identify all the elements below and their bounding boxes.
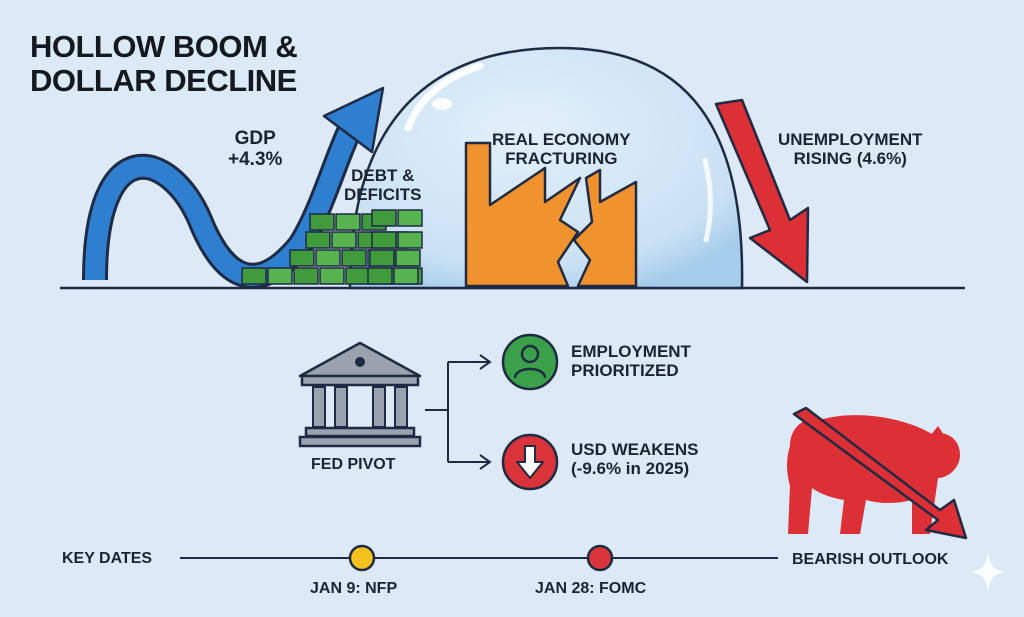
- gdp-label: GDP +4.3%: [228, 128, 283, 171]
- cash-bundle: [345, 267, 371, 285]
- cash-bundle: [371, 231, 397, 249]
- cash-bundle: [309, 213, 335, 231]
- cash-bundle: [331, 231, 357, 249]
- cash-bundle: [369, 249, 395, 267]
- cash-bundle: [289, 249, 315, 267]
- timeline-marker-nfp[interactable]: [348, 544, 376, 572]
- cash-bundle: [367, 267, 393, 285]
- down-arrow-icon: [501, 433, 559, 491]
- cash-bundle: [335, 213, 361, 231]
- cash-bundle: [319, 267, 345, 285]
- page-title: HOLLOW BOOM & DOLLAR DECLINE: [30, 29, 298, 99]
- fractured-factory-icon: [464, 141, 638, 288]
- fed-connector-arrows: [425, 354, 492, 470]
- bear-icon: [787, 406, 968, 540]
- key-dates-label: KEY DATES: [62, 550, 153, 567]
- timeline-marker-fomc[interactable]: [586, 544, 614, 572]
- person-icon: [501, 333, 559, 391]
- unemployment-label: UNEMPLOYMENT RISING (4.6%): [778, 130, 923, 169]
- cash-bundle: [293, 267, 319, 285]
- cash-bundle: [371, 209, 397, 227]
- gdp-growth-arrow: [82, 86, 385, 289]
- cash-bundle: [315, 249, 341, 267]
- cash-bundle: [393, 267, 419, 285]
- debt-cash-stacks: [241, 209, 423, 285]
- cash-bundle: [397, 231, 423, 249]
- bearish-outlook-label: BEARISH OUTLOOK: [792, 551, 949, 568]
- fed-building-icon: [298, 341, 422, 448]
- employment-prioritized-label: EMPLOYMENT PRIORITIZED: [571, 342, 691, 381]
- timeline-date-nfp: JAN 9: NFP: [310, 580, 398, 597]
- usd-weakens-label: USD WEAKENS (-9.6% in 2025): [571, 440, 699, 479]
- cash-bundle: [341, 249, 367, 267]
- cash-bundle: [305, 231, 331, 249]
- cash-bundle: [397, 209, 423, 227]
- fed-pivot-label: FED PIVOT: [311, 456, 396, 473]
- cash-bundle: [267, 267, 293, 285]
- real-economy-label: REAL ECONOMY FRACTURING: [492, 130, 631, 169]
- unemployment-down-arrow: [714, 98, 810, 284]
- cash-bundle: [395, 249, 421, 267]
- cash-bundle: [241, 267, 267, 285]
- timeline-date-fomc: JAN 28: FOMC: [535, 580, 647, 597]
- debt-label: DEBT & DEFICITS: [344, 166, 422, 205]
- sparkle-icon: [970, 552, 1006, 592]
